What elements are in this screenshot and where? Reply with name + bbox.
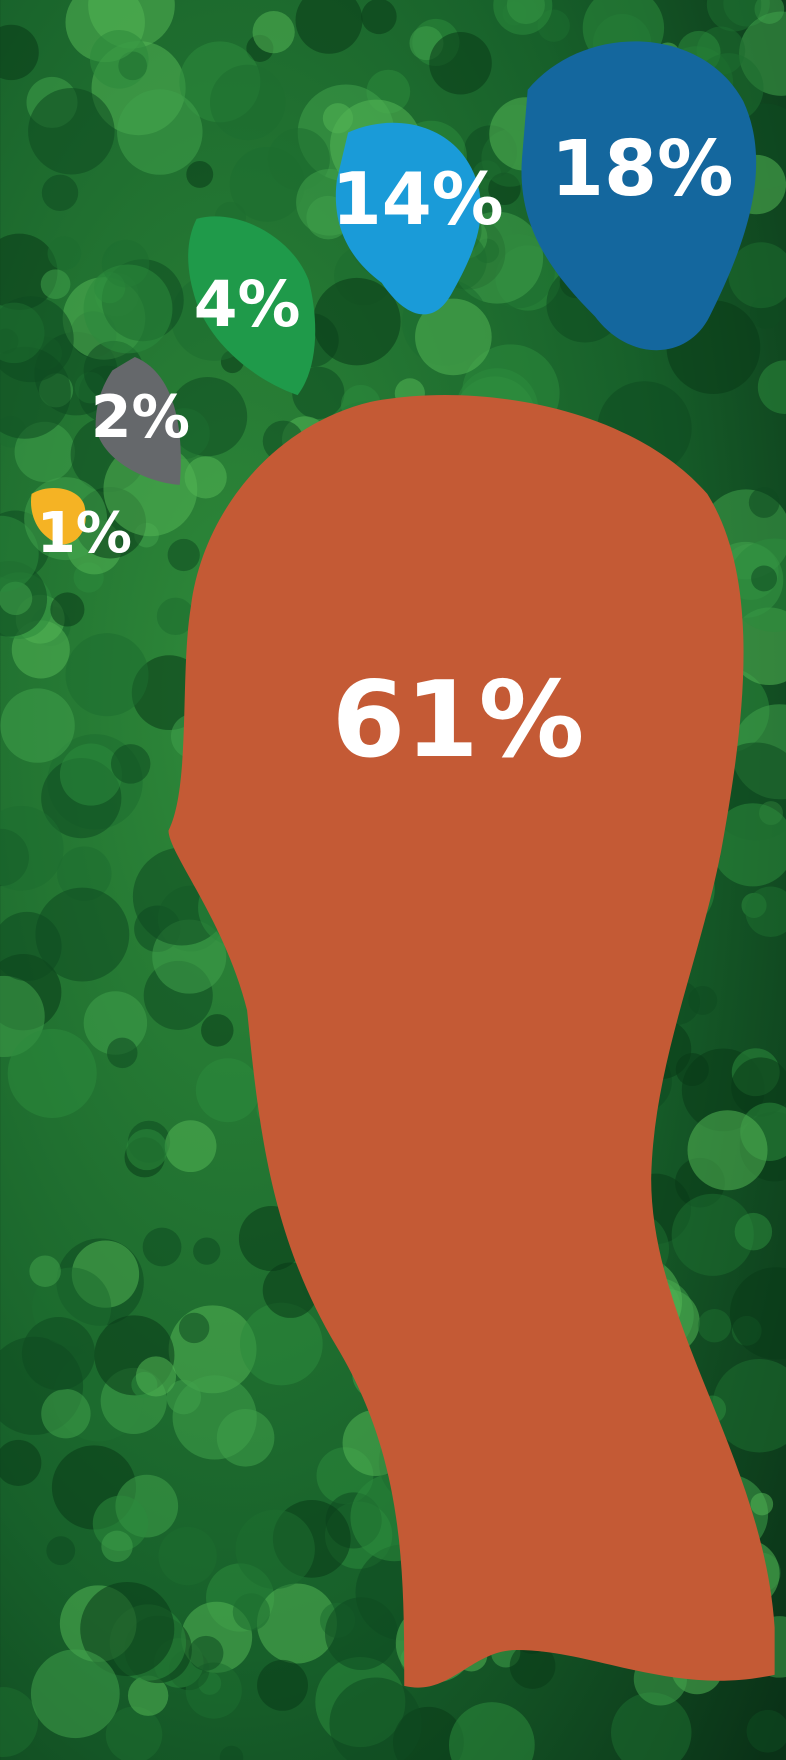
tree-crown — [671, 1193, 754, 1276]
value-label: 2% — [91, 383, 190, 451]
tree-crown — [361, 0, 397, 35]
tree-crown — [0, 688, 75, 763]
tree-crown — [101, 1530, 133, 1563]
tree-crown — [195, 1058, 260, 1123]
tree-crown — [611, 1692, 692, 1760]
tree-crown — [0, 1439, 42, 1486]
tree-crown — [745, 886, 786, 937]
tree-crown — [178, 1312, 210, 1344]
tree-crown — [135, 1356, 177, 1397]
tree-crown — [229, 146, 305, 222]
tree-crown — [127, 1675, 169, 1716]
tree-crown — [185, 1662, 242, 1719]
tree-crown — [164, 1120, 217, 1173]
tree-crown — [29, 1255, 61, 1287]
tree-crown — [35, 887, 130, 982]
footprint — [95, 356, 181, 485]
tree-crown — [256, 1583, 337, 1664]
tree-crown — [89, 29, 149, 89]
footprint — [168, 394, 775, 1688]
tree-crown — [729, 1267, 786, 1360]
tree-crown — [449, 1702, 535, 1760]
tree-crown — [734, 1212, 773, 1251]
value-label: 1% — [37, 501, 132, 566]
tree-crown — [712, 1358, 786, 1453]
tree-crown — [687, 1110, 768, 1191]
tree-crown — [697, 1309, 732, 1343]
value-label: 18% — [551, 124, 734, 213]
tree-crown — [83, 991, 148, 1055]
tree-crown — [41, 174, 79, 212]
tree-crown — [57, 846, 112, 901]
tree-crown — [751, 565, 778, 592]
value-label: 4% — [194, 268, 301, 341]
tree-crown — [239, 1302, 323, 1386]
tree-crown — [40, 269, 71, 300]
tree-crown — [41, 1389, 91, 1439]
tree-crown — [50, 592, 85, 627]
tree-crown — [186, 160, 214, 188]
tree-crown — [329, 1677, 422, 1760]
tree-crown — [313, 277, 401, 366]
tree-crown — [30, 1649, 120, 1739]
tree-crown — [80, 1581, 175, 1677]
tree-crown — [193, 1237, 221, 1265]
tree-crown — [156, 597, 195, 636]
tree-crown — [750, 1492, 774, 1516]
tree-crown — [757, 360, 786, 414]
tree-crown — [706, 0, 762, 32]
tree-crown — [184, 456, 227, 499]
tree-crown — [0, 302, 45, 364]
footprint — [30, 488, 86, 545]
tree-crown — [252, 11, 295, 54]
tree-crown — [167, 538, 200, 572]
tree-crown — [232, 1593, 270, 1631]
tree-crown — [158, 1526, 217, 1586]
tree-crown — [219, 1745, 244, 1760]
footprint — [335, 122, 481, 315]
tree-crown — [711, 803, 786, 887]
tree-crown — [201, 1014, 234, 1047]
tree-crown — [728, 242, 786, 309]
tree-crown — [235, 1509, 315, 1590]
tree-crown — [748, 487, 780, 518]
tree-crown — [21, 1317, 96, 1391]
tree-crown — [209, 64, 286, 141]
tree-crown — [731, 1057, 786, 1117]
tree-crown — [28, 88, 115, 175]
tree-crown — [47, 236, 82, 271]
tree-crown — [166, 1379, 202, 1415]
footprint — [188, 216, 316, 396]
tree-crown — [105, 1706, 163, 1760]
tree-crown — [65, 633, 149, 717]
tree-crown — [142, 1227, 182, 1267]
tree-crown — [295, 0, 363, 54]
tree-crown — [509, 1643, 556, 1689]
tree-crown — [493, 0, 553, 35]
tree-crown — [59, 743, 123, 806]
tree-crown — [110, 744, 151, 784]
tree-crown — [83, 264, 173, 354]
tree-crown — [0, 1687, 39, 1758]
tree-crown — [106, 1037, 138, 1069]
tree-crown — [117, 89, 203, 175]
tree-crown — [0, 805, 64, 891]
tree-crown — [746, 1709, 786, 1753]
tree-crown — [257, 1659, 308, 1711]
tree-crown — [429, 31, 492, 95]
value-label: 14% — [332, 157, 504, 241]
value-label: 61% — [332, 658, 585, 781]
footprint — [521, 41, 757, 351]
tree-crown — [188, 1635, 224, 1671]
tree-crown — [324, 1597, 398, 1671]
tree-crown — [126, 1128, 168, 1171]
tree-crown — [7, 1028, 97, 1118]
tree-crown — [415, 298, 492, 376]
tree-crown — [0, 24, 39, 81]
tree-crown — [46, 1536, 76, 1566]
